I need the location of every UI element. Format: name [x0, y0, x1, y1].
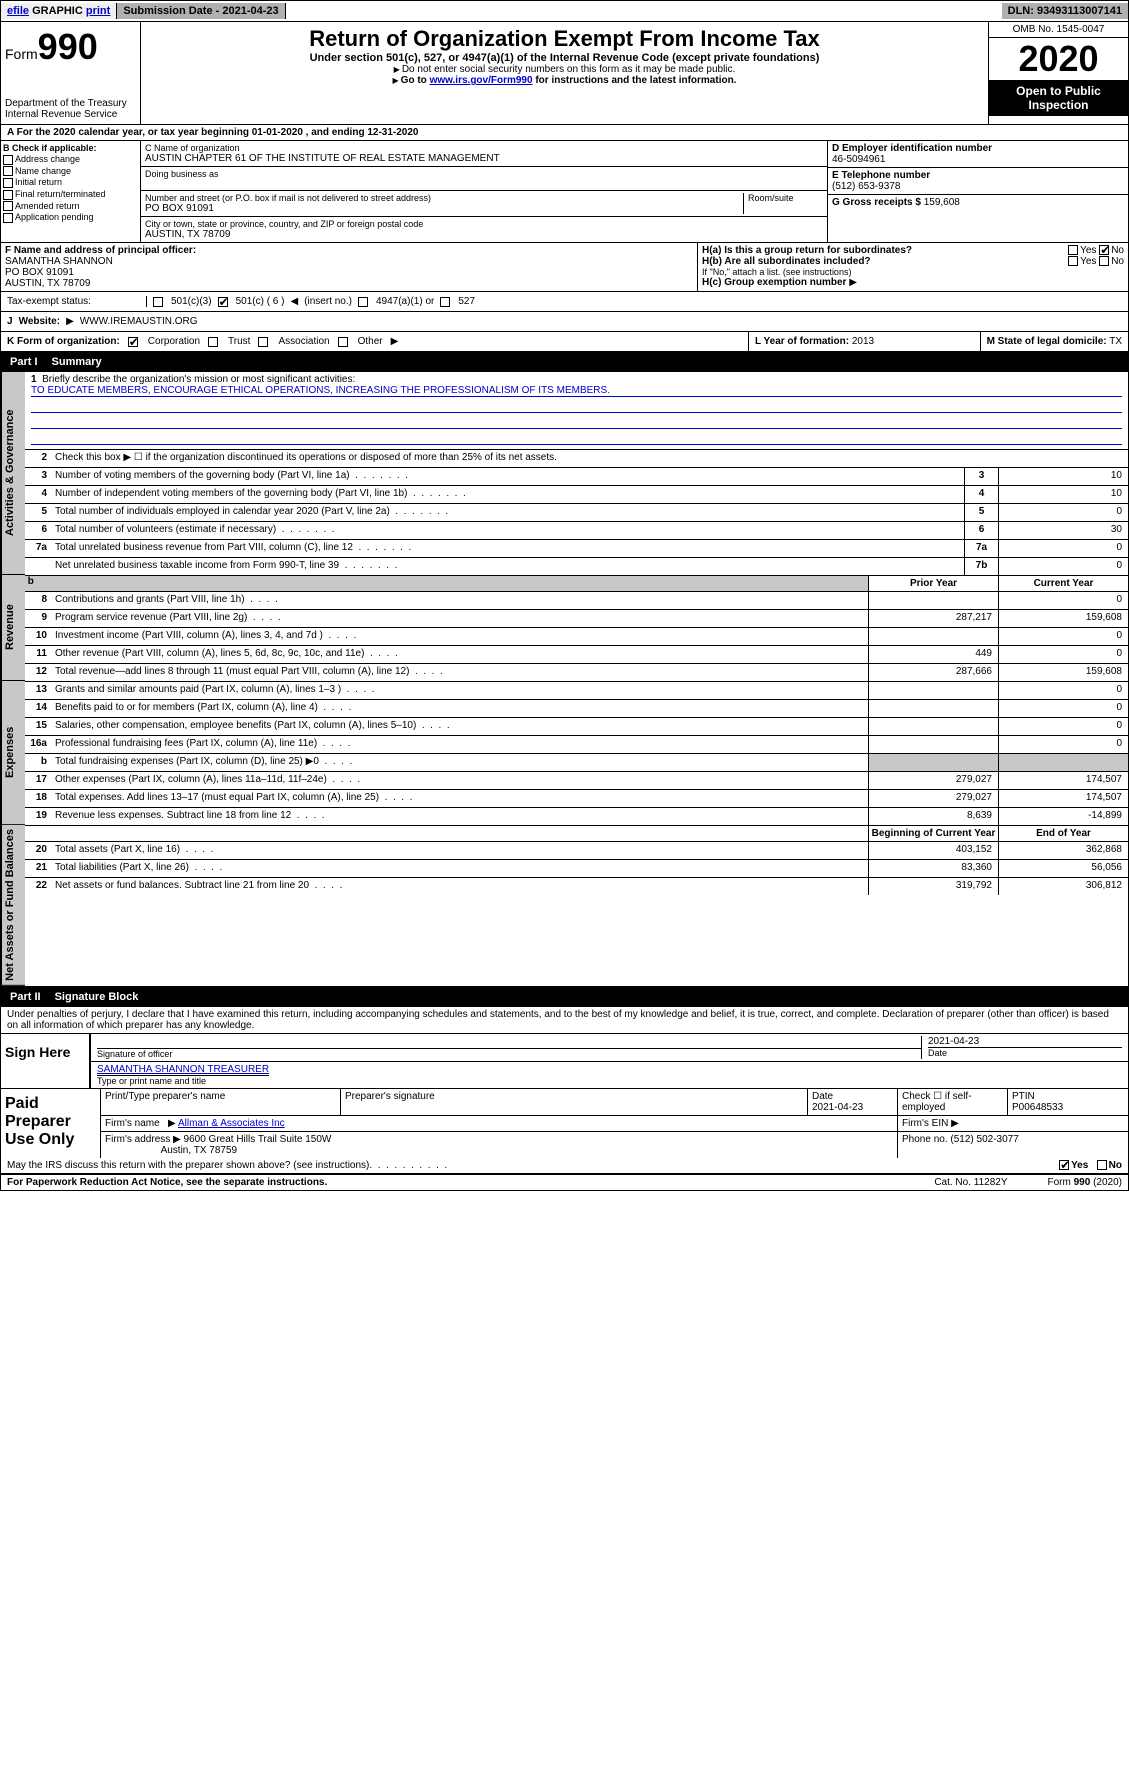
box-c: C Name of organizationAUSTIN CHAPTER 61 … [141, 141, 828, 242]
form-number: Form990 [5, 26, 136, 68]
dept-label: Department of the Treasury Internal Reve… [5, 98, 136, 120]
summary-line: Net unrelated business taxable income fr… [25, 557, 1128, 575]
org-city: AUSTIN, TX 78709 [145, 229, 823, 240]
box-b: B Check if applicable: Address change Na… [1, 141, 141, 242]
summary-line: 4Number of independent voting members of… [25, 485, 1128, 503]
cb-name[interactable]: Name change [3, 166, 138, 177]
mission: TO EDUCATE MEMBERS, ENCOURAGE ETHICAL OP… [31, 385, 1122, 397]
gross-receipts: 159,608 [924, 197, 960, 208]
summary-line: 7aTotal unrelated business revenue from … [25, 539, 1128, 557]
phone: (512) 653-9378 [832, 181, 1124, 192]
instr-ssn: Do not enter social security numbers on … [145, 64, 984, 75]
tax-status-row: Tax-exempt status: 501(c)(3) 501(c) ( 6 … [0, 292, 1129, 312]
summary-line: 3Number of voting members of the governi… [25, 467, 1128, 485]
ein: 46-5094961 [832, 154, 1124, 165]
submission-date: Submission Date - 2021-04-23 [117, 3, 285, 19]
summary-line: 21Total liabilities (Part X, line 26) . … [25, 859, 1128, 877]
summary-line: 22Net assets or fund balances. Subtract … [25, 877, 1128, 895]
part-ii-header: Part IISignature Block [0, 987, 1129, 1007]
summary-line: 11Other revenue (Part VIII, column (A), … [25, 645, 1128, 663]
website-row: J Website: ▶ WWW.IREMAUSTIN.ORG [0, 312, 1129, 332]
summary-line: 19Revenue less expenses. Subtract line 1… [25, 807, 1128, 825]
form-subtitle: Under section 501(c), 527, or 4947(a)(1)… [145, 52, 984, 64]
efile-link[interactable]: efile GRAPHIC print [1, 3, 117, 19]
website[interactable]: WWW.IREMAUSTIN.ORG [80, 316, 198, 327]
vtab-netassets: Net Assets or Fund Balances [1, 825, 25, 986]
info-grid: B Check if applicable: Address change Na… [0, 141, 1129, 243]
cb-final[interactable]: Final return/terminated [3, 189, 138, 200]
instr-goto: Go to www.irs.gov/Form990 for instructio… [145, 75, 984, 86]
summary-line: 14Benefits paid to or for members (Part … [25, 699, 1128, 717]
summary-line: 12Total revenue—add lines 8 through 11 (… [25, 663, 1128, 681]
summary-line: 20Total assets (Part X, line 16) . . . .… [25, 841, 1128, 859]
summary-body: Activities & Governance 1 Briefly descri… [0, 372, 1129, 987]
part-i-header: Part ISummary [0, 352, 1129, 372]
fh-row: F Name and address of principal officer:… [0, 243, 1129, 292]
officer-sig-name: SAMANTHA SHANNON TREASURER [97, 1064, 269, 1075]
org-name: AUSTIN CHAPTER 61 OF THE INSTITUTE OF RE… [145, 153, 823, 164]
cb-pending[interactable]: Application pending [3, 212, 138, 223]
cb-initial[interactable]: Initial return [3, 177, 138, 188]
officer-name: SAMANTHA SHANNON [5, 256, 113, 267]
summary-line: 17Other expenses (Part IX, column (A), l… [25, 771, 1128, 789]
top-bar: efile GRAPHIC print Submission Date - 20… [0, 0, 1129, 22]
signature-block: Under penalties of perjury, I declare th… [0, 1007, 1129, 1175]
cb-address[interactable]: Address change [3, 154, 138, 165]
summary-line: 16aProfessional fundraising fees (Part I… [25, 735, 1128, 753]
summary-line: bTotal fundraising expenses (Part IX, co… [25, 753, 1128, 771]
dln: DLN: 93493113007141 [1002, 3, 1128, 19]
footer: For Paperwork Reduction Act Notice, see … [0, 1175, 1129, 1191]
vtab-expenses: Expenses [1, 681, 25, 825]
org-address: PO BOX 91091 [145, 203, 743, 214]
summary-line: 8Contributions and grants (Part VIII, li… [25, 591, 1128, 609]
summary-line: 13Grants and similar amounts paid (Part … [25, 681, 1128, 699]
form-header: Form990 Department of the Treasury Inter… [0, 22, 1129, 125]
summary-line: 10Investment income (Part VIII, column (… [25, 627, 1128, 645]
summary-line: 6Total number of volunteers (estimate if… [25, 521, 1128, 539]
vtab-governance: Activities & Governance [1, 372, 25, 575]
sign-here-label: Sign Here [1, 1034, 91, 1088]
vtab-revenue: Revenue [1, 575, 25, 681]
summary-line: 15Salaries, other compensation, employee… [25, 717, 1128, 735]
box-de: D Employer identification number46-50949… [828, 141, 1128, 242]
form-title: Return of Organization Exempt From Incom… [145, 26, 984, 52]
tax-year: 2020 [989, 38, 1128, 80]
summary-line: 9Program service revenue (Part VIII, lin… [25, 609, 1128, 627]
summary-line: 18Total expenses. Add lines 13–17 (must … [25, 789, 1128, 807]
paid-preparer-label: Paid Preparer Use Only [1, 1089, 101, 1158]
korg-row: K Form of organization: Corporation Trus… [0, 332, 1129, 352]
summary-line: 5Total number of individuals employed in… [25, 503, 1128, 521]
omb-number: OMB No. 1545-0047 [989, 22, 1128, 38]
tax-period: A For the 2020 calendar year, or tax yea… [0, 125, 1129, 141]
perjury-text: Under penalties of perjury, I declare th… [1, 1007, 1128, 1033]
open-public: Open to Public Inspection [989, 80, 1128, 116]
cb-amended[interactable]: Amended return [3, 201, 138, 212]
